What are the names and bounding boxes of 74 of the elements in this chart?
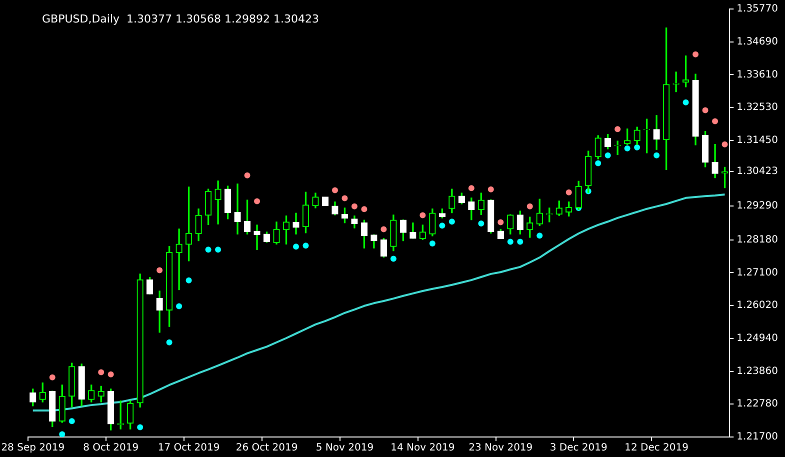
point <box>624 145 630 152</box>
y-tick-label: 1.26020 <box>736 300 778 312</box>
point <box>634 144 640 150</box>
point <box>361 206 368 212</box>
candlestick <box>176 228 182 290</box>
y-tick-label: 1.34690 <box>736 36 778 48</box>
y-tick-label: 1.32530 <box>736 102 778 114</box>
point <box>478 220 484 226</box>
x-tick-label: 26 Oct 2019 <box>236 442 298 454</box>
point <box>186 277 192 284</box>
point <box>380 226 387 232</box>
candlestick <box>254 224 260 250</box>
x-tick-label: 28 Sep 2019 <box>1 442 65 454</box>
y-tick-label: 1.21700 <box>736 432 778 443</box>
point <box>342 195 348 202</box>
y-tick-label: 1.29290 <box>736 200 778 212</box>
point <box>448 218 455 225</box>
point <box>536 232 543 239</box>
x-tick-label: 23 Nov 2019 <box>468 442 533 454</box>
point <box>722 141 728 148</box>
point <box>68 418 75 424</box>
y-tick-label: 1.33610 <box>736 69 778 80</box>
point <box>293 244 299 250</box>
point <box>302 242 309 249</box>
point <box>49 374 56 380</box>
point <box>498 219 504 226</box>
point <box>429 240 436 247</box>
point <box>108 371 114 378</box>
point <box>682 99 689 106</box>
y-tick-label: 1.23860 <box>736 366 778 377</box>
point <box>254 198 260 204</box>
point <box>137 424 144 430</box>
x-tick-label: 3 Dec 2019 <box>550 442 608 454</box>
point <box>439 222 446 229</box>
point <box>351 203 358 210</box>
point <box>420 212 426 218</box>
point <box>488 186 494 192</box>
y-tick-label: 1.24940 <box>736 333 778 344</box>
point <box>176 303 182 310</box>
chart-title: GBPUSD,Daily 1.30377 1.30568 1.29892 1.30423 <box>42 12 319 26</box>
candlestick <box>234 184 241 234</box>
point <box>526 203 533 210</box>
point <box>566 189 572 196</box>
point <box>244 172 250 178</box>
x-tick-label: 8 Oct 2019 <box>83 442 139 454</box>
point <box>604 152 611 158</box>
x-tick-label: 14 Nov 2019 <box>390 442 455 454</box>
candlestick <box>214 180 222 224</box>
y-tick-label: 1.35770 <box>736 4 778 15</box>
point <box>614 126 621 132</box>
point <box>468 185 474 192</box>
point <box>712 118 718 124</box>
point <box>702 107 708 114</box>
y-tick-label: 1.28180 <box>736 234 778 246</box>
point <box>692 51 699 58</box>
point <box>390 256 396 262</box>
point <box>166 339 172 346</box>
point <box>595 160 602 166</box>
point <box>156 267 163 274</box>
point <box>98 369 104 376</box>
x-tick-label: 12 Dec 2019 <box>624 442 689 454</box>
point <box>59 431 66 437</box>
x-tick-label: 5 Nov 2019 <box>316 442 374 454</box>
point <box>205 246 212 253</box>
x-tick-label: 17 Oct 2019 <box>158 442 220 454</box>
point <box>507 238 514 245</box>
point <box>215 246 222 253</box>
point <box>654 152 660 158</box>
y-tick-label: 1.30423 <box>736 166 778 178</box>
y-tick-label: 1.27100 <box>736 267 778 278</box>
point <box>332 187 338 194</box>
y-tick-label: 1.22780 <box>736 398 778 410</box>
point <box>517 238 524 245</box>
y-tick-label: 1.31450 <box>736 135 778 146</box>
